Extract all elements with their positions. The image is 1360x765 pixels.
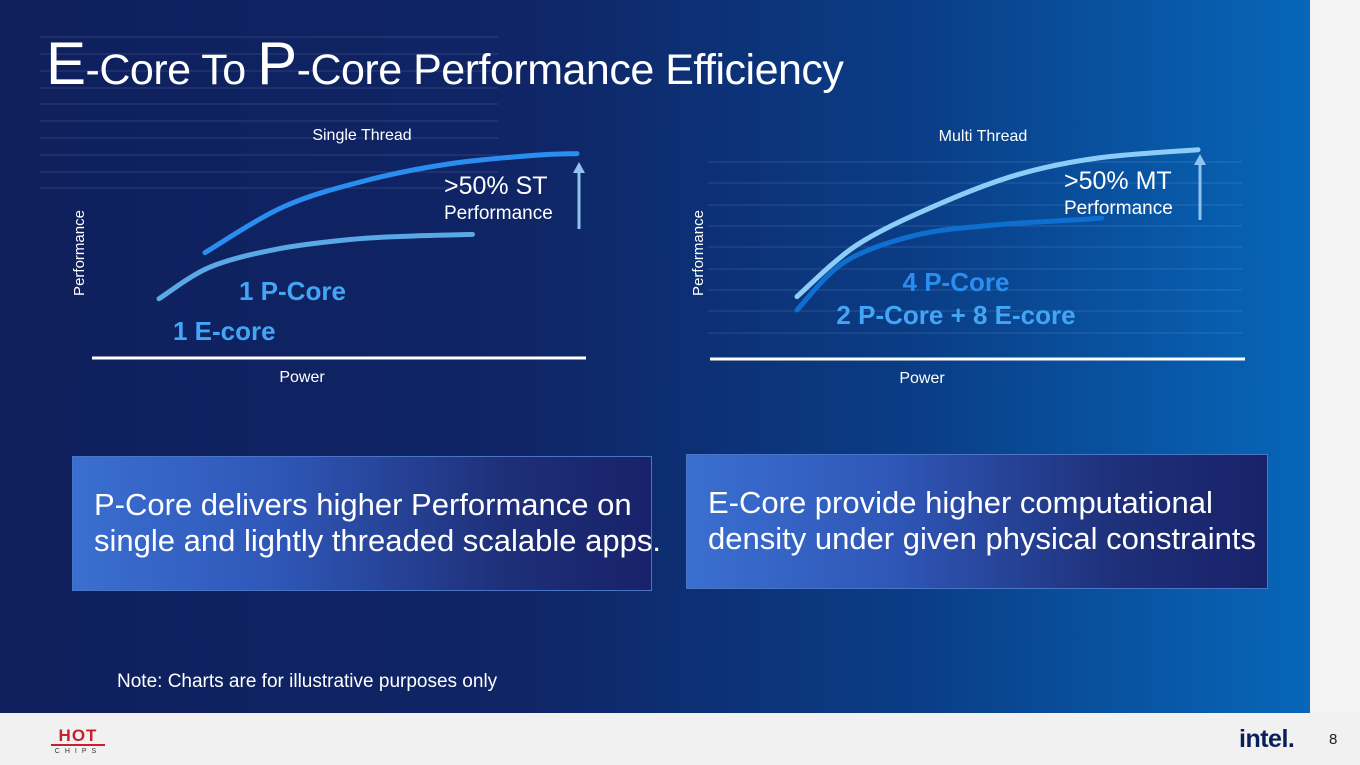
footer [0,713,1360,765]
annotation-main: >50% ST [444,172,548,200]
slide: E-Core To P-Core Performance Efficiency … [0,0,1310,713]
series-line-2 [202,151,580,256]
page-number: 8 [1329,731,1338,748]
hot-chips-logo-hot: HOT [58,726,98,745]
single-thread-chart: Single Thread Power Performance 1 E-core 1 P… [40,36,586,386]
series-line-1 [794,147,1201,300]
chart-title: Single Thread [312,127,411,144]
y-axis-label: Performance [690,210,707,296]
x-axis-label: Power [279,369,325,386]
improvement-arrow-head [1194,154,1206,165]
multi-thread-callout: E-Core provide higher computational dens… [686,454,1268,589]
title-e-letter: E [46,30,86,97]
series-line-1 [156,231,475,302]
page-title: E-Core To P-Core Performance Efficiency [46,28,844,100]
callout-line-2: single and lightly threaded scalable app… [94,523,661,558]
x-axis-label: Power [899,370,945,387]
title-p-letter: P [257,30,297,97]
callout-line-1: E-Core provide higher computational [708,485,1213,520]
annotation-main: >50% MT [1064,167,1172,195]
hot-chips-logo: HOT CHIPS [50,727,106,757]
series-label-1: 4 P-Core [903,267,1010,297]
illustrative-note: Note: Charts are for illustrative purpos… [117,671,498,692]
hot-chips-logo-chips: CHIPS [54,748,102,755]
right-margin [1310,0,1360,713]
single-thread-callout: P-Core delivers higher Performance on si… [72,456,661,591]
series-label-2: 2 P-Core + 8 E-core [836,300,1075,330]
callout-line-2: density under given physical constraints [708,521,1256,556]
title-part-2: -Core Performance Efficiency [296,46,844,94]
series-line-2 [794,215,1105,313]
charts-area: Single Thread Power Performance 1 E-core 1 P… [40,36,1245,387]
intel-logo: intel. [1239,725,1295,753]
annotation-sub: Performance [1064,198,1173,219]
hot-chips-logo-rule [51,744,105,746]
series-label-1: 1 E-core [173,316,276,346]
series-label-2: 1 P-Core [239,276,346,306]
chart-title: Multi Thread [939,128,1028,145]
improvement-arrow-head [573,162,585,173]
callout-line-1: P-Core delivers higher Performance on [94,487,632,522]
y-axis-label: Performance [71,210,88,296]
title-part-1: -Core To [85,46,258,94]
annotation-sub: Performance [444,203,553,224]
